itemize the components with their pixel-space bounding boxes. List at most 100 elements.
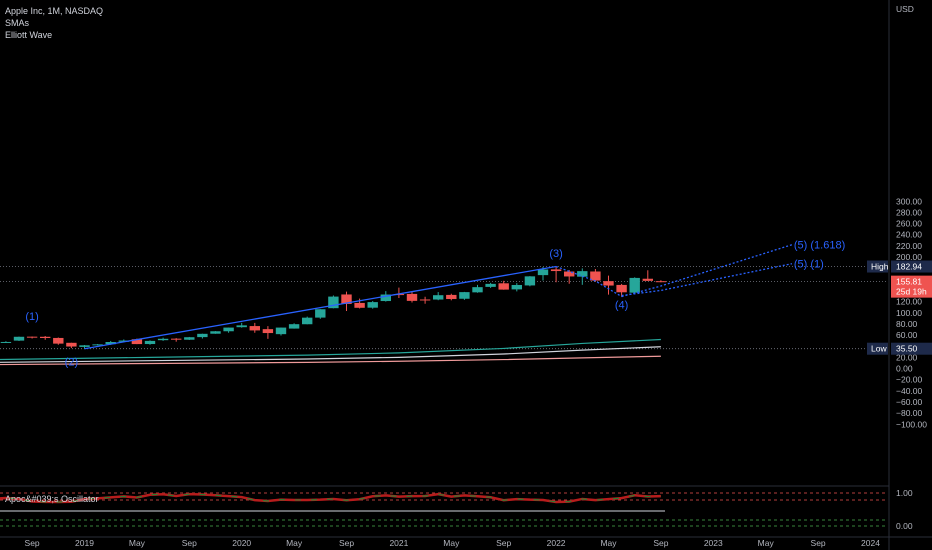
last-price-tag	[891, 275, 932, 298]
candle	[288, 323, 300, 329]
level-value-label: 35.50	[896, 344, 918, 354]
candle	[328, 295, 339, 309]
osc-tick-label: 0.00	[896, 521, 913, 531]
candle-body	[603, 281, 614, 286]
candle-body	[328, 296, 339, 309]
y-tick-label: 20.00	[896, 352, 918, 362]
chart-legend: Apple Inc, 1M, NASDAQ SMAs Elliott Wave	[5, 5, 103, 41]
candle-body	[406, 293, 418, 301]
candle	[498, 280, 509, 290]
wave-corrective-line	[555, 265, 622, 298]
candle-body	[498, 283, 509, 290]
y-tick-label: −40.00	[896, 386, 923, 396]
sma-line-1	[0, 338, 661, 361]
candle-body	[655, 281, 667, 283]
osc-tick-label: 1.00	[896, 488, 913, 498]
level-value-tag	[891, 260, 932, 273]
candle-body	[53, 337, 64, 344]
wave-label: (4)	[615, 299, 628, 311]
candle-body	[26, 336, 38, 338]
oscillator-label[interactable]: Apoc&#039;s Oscillator	[5, 494, 99, 504]
level-value-label: 182.94	[896, 262, 922, 272]
x-tick-label: 2021	[389, 538, 408, 548]
candle-body	[171, 338, 182, 340]
sma-line-2	[0, 346, 661, 363]
candle-body	[433, 295, 444, 300]
candle-body	[0, 341, 12, 343]
x-tick-label: May	[758, 538, 775, 548]
y-tick-label: 80.00	[896, 319, 918, 329]
y-tick-label: 220.00	[896, 241, 922, 251]
y-tick-label: 0.00	[896, 364, 913, 374]
y-tick-label: 120.00	[896, 297, 922, 307]
candle-body	[550, 269, 562, 272]
candle	[446, 293, 457, 301]
candle-body	[485, 283, 496, 287]
candle-body	[262, 329, 274, 334]
candle-body	[184, 337, 195, 340]
candle-body	[419, 299, 431, 301]
candle-body	[131, 339, 143, 345]
sma-line-3	[0, 355, 661, 366]
candle	[655, 280, 667, 283]
y-tick-label: −80.00	[896, 408, 923, 418]
candle	[406, 291, 418, 303]
candle-body	[577, 271, 588, 277]
candle	[433, 292, 444, 301]
candle	[367, 301, 378, 309]
x-tick-label: Sep	[653, 538, 668, 548]
candle-body	[616, 284, 627, 293]
candle-body	[288, 324, 300, 329]
x-tick-label: 2023	[704, 538, 723, 548]
wave-label: (2)	[65, 357, 78, 369]
y-tick-label: 280.00	[896, 207, 922, 217]
candle	[210, 331, 221, 334]
x-tick-label: May	[286, 538, 303, 548]
candle-body	[511, 284, 522, 290]
candle-body	[13, 336, 25, 341]
y-tick-label: −60.00	[896, 397, 923, 407]
x-tick-label: Sep	[339, 538, 354, 548]
candle	[0, 341, 12, 343]
legend-elliott-wave[interactable]: Elliott Wave	[5, 30, 53, 40]
candle	[26, 336, 38, 339]
y-tick-label: −20.00	[896, 375, 923, 385]
y-tick-label: 100.00	[896, 308, 922, 318]
candle-body	[236, 325, 247, 328]
candle-body	[564, 271, 575, 277]
candle-body	[341, 294, 352, 304]
osc-line-red	[0, 492, 661, 504]
candle	[157, 337, 169, 341]
candle-body	[537, 269, 549, 276]
candle-body	[92, 344, 103, 346]
wave-label: (3)	[549, 248, 562, 260]
candle	[603, 275, 614, 295]
candle	[262, 326, 274, 339]
level-name-tag	[867, 342, 888, 355]
candle	[419, 296, 431, 304]
candle	[184, 336, 195, 341]
candle-body	[393, 294, 405, 296]
candle-body	[40, 336, 51, 339]
candle	[275, 327, 287, 336]
candle-body	[66, 342, 77, 347]
candle-body	[275, 327, 287, 335]
time-axis[interactable]: Sep 2019 May Sep 2020 May Sep 2021 May Sep 2022 May…	[25, 538, 881, 548]
currency-label: USD	[896, 4, 914, 14]
candle	[92, 344, 103, 346]
legend-symbol[interactable]: Apple Inc, 1M, NASDAQ	[5, 6, 104, 16]
candle	[236, 322, 247, 328]
candle-body	[590, 271, 601, 281]
candle	[144, 340, 156, 345]
price-axis[interactable]: USD300.00280.00260.00240.00220.00200.001…	[867, 4, 932, 531]
legend-sma[interactable]: SMAs	[5, 18, 30, 28]
elliott-wave: (5) (1.618) (5) (1) (1) (2) (3) (4)	[25, 240, 845, 369]
candle-body	[210, 331, 221, 334]
y-tick-label: 260.00	[896, 219, 922, 229]
level-name-label: High	[871, 262, 889, 272]
candle	[249, 322, 260, 333]
x-tick-label: May	[600, 538, 617, 548]
candle	[642, 270, 653, 281]
